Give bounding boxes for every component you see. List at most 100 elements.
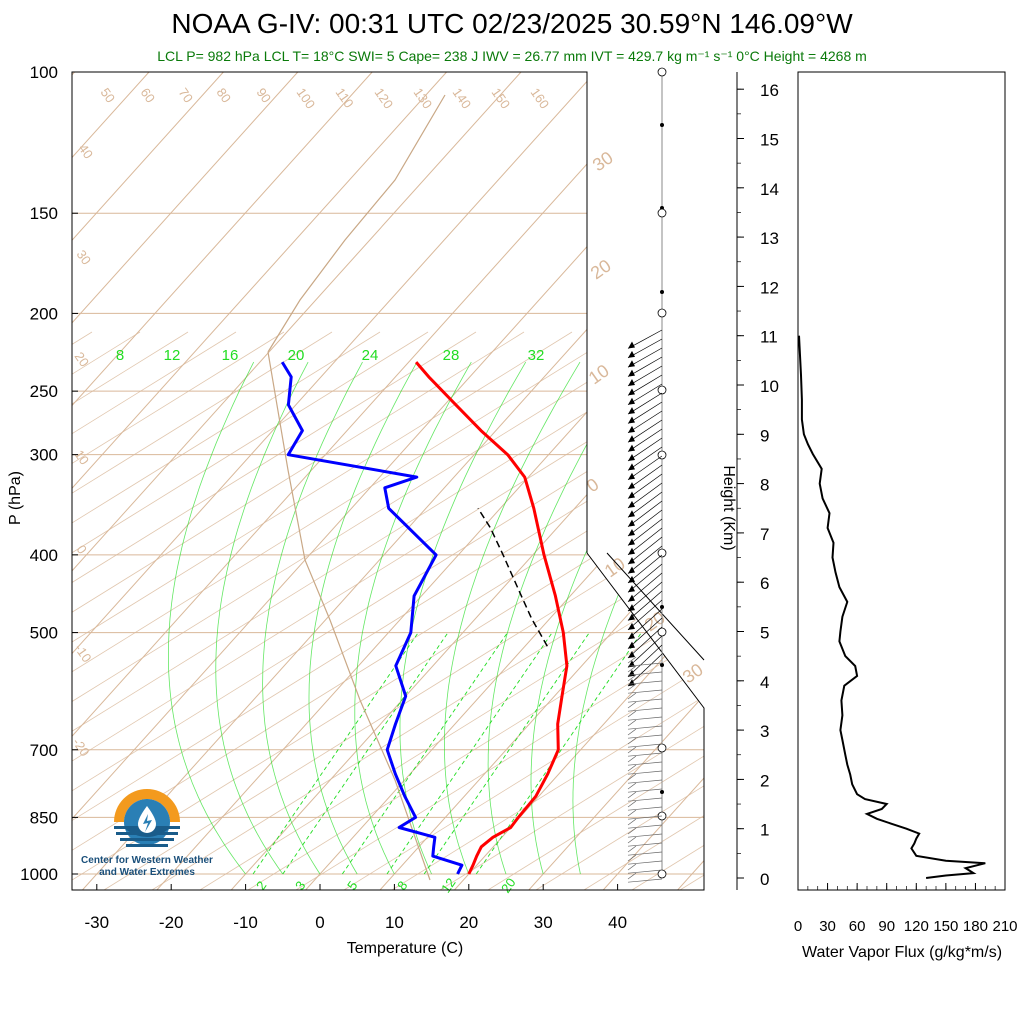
wind-barb-flag [628,341,635,349]
wind-dot [660,790,664,794]
wind-barb-feather [627,782,637,790]
wind-barb-flag [628,397,635,405]
dry-adiabat-line [72,331,237,890]
y-tick-label: 400 [30,546,58,565]
isotherm-line [72,72,373,890]
wind-barb [627,608,663,640]
wind-barb [627,509,663,537]
isotherm-line [304,72,704,890]
wind-barb-flag [628,435,635,443]
wind-barb [627,869,663,874]
wind-barb [627,824,663,829]
mixing-ratio-label: 24 [362,347,379,364]
wind-barb-flag [628,557,635,565]
wind-barb-flag [628,613,635,621]
dry-adiabat-line [72,331,704,890]
wind-barb-flag [628,538,635,546]
dry-adiabat-line [72,331,285,890]
wind-barb-feather [627,836,637,844]
wind-barb [627,653,663,687]
flux-frame [797,71,1006,891]
dewpoint-line [280,361,464,875]
y-tick-label: 850 [30,808,58,827]
y-tick-label: 500 [30,624,58,643]
isotherm-label: 10 [585,360,613,388]
y-tick-label: 100 [30,63,58,82]
height-tick-label: 14 [760,180,779,199]
wind-barb [627,455,663,481]
wind-barb [627,437,663,462]
wind-barb [627,572,663,602]
dry-adiabat-line [1016,332,1024,890]
mixing-ratio-line [252,632,419,875]
dry-adiabat-line [72,331,477,890]
wind-barb [627,716,663,721]
isotherm-line [378,72,704,890]
isotherm-label: 80 [214,85,235,105]
wind-barb-feather [627,764,637,772]
dry-adiabat-line [103,331,704,890]
wind-ring [657,548,667,558]
cw3e-logo: Center for Western Weather and Water Ext… [70,786,224,879]
wind-barb-feather [627,737,637,745]
height-tick-label: 10 [760,377,779,396]
isotherm-label: 40 [76,141,97,161]
height-tick-label: 12 [760,278,779,297]
wind-barb-flag [628,378,635,386]
height-tick-label: 13 [760,229,779,248]
wind-barb [627,806,663,811]
isotherm-line [72,72,299,890]
flux-tick-label: 60 [849,918,866,935]
logo-line-1: Center for Western Weather [81,855,213,866]
wind-barb [627,662,663,667]
wind-barb [627,527,663,556]
moist-adiabat-line [215,361,309,875]
wind-barb-flag [628,585,635,593]
mixing-ratio-label: 32 [528,347,545,364]
wind-barb [627,770,663,775]
wind-dot [660,290,664,294]
dry-adiabat-line [391,331,704,890]
wind-barb [627,635,663,668]
wind-barb [627,815,663,820]
wind-barb [627,779,663,784]
wind-barb-feather [627,863,637,871]
isotherm-line [72,72,447,890]
chart-subtitle: LCL P= 982 hPa LCL T= 18°C SWI= 5 Cape= … [157,48,867,64]
wind-barb-flag [628,472,635,480]
mixing-ratio-line [386,632,553,875]
wind-barb-flag [628,566,635,574]
moist-adiabat-line [530,361,690,875]
isotherm-line [72,72,704,890]
isotherm-line [601,72,704,890]
wind-barb-flag [628,369,635,377]
dry-adiabat-line [72,331,704,890]
isotherm-label: 100 [294,85,319,111]
height-tick-label: 16 [760,81,779,100]
wind-barb [627,743,663,748]
wind-barb-feather [627,827,637,835]
dry-adiabat-line [72,331,525,890]
dry-adiabat-line [72,331,669,890]
x-tick-label: 40 [608,913,627,932]
wind-barb-flag [628,416,635,424]
isotherm-line [81,72,704,890]
reference-line [267,94,446,353]
isotherm-label: 60 [138,85,159,105]
wind-barb-feather [627,683,637,691]
wind-barb [627,698,663,703]
dry-adiabat-line [631,331,704,890]
mixing-ratio-label: 8 [116,347,124,364]
wind-barb-feather [627,719,637,727]
wind-barb [627,446,663,471]
height-tick-label: 2 [760,771,769,790]
mixing-ratio-label: 5 [344,878,360,893]
wind-barb-feather [627,854,637,862]
wind-barb-flag [628,360,635,368]
height-tick-label: 7 [760,525,769,544]
dry-adiabat-line [487,331,704,890]
y-tick-label: 150 [30,204,58,223]
height-tick-label: 3 [760,722,769,741]
wind-barb-flag [628,454,635,462]
